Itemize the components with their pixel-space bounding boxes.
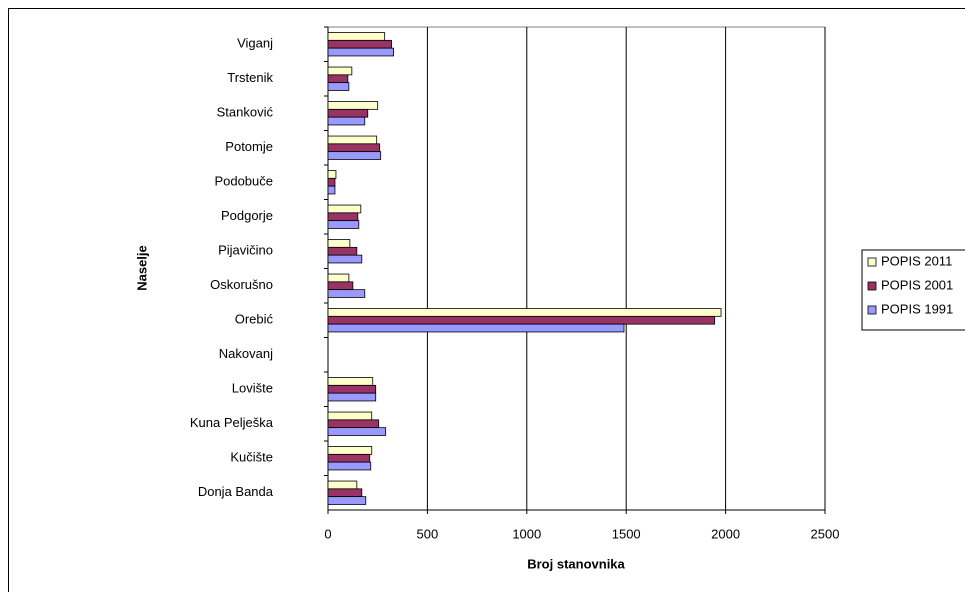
bar — [327, 480, 358, 490]
x-tick-label: 2000 — [711, 526, 740, 541]
y-tick-label: Trstenik — [227, 70, 273, 85]
plot-area — [327, 26, 826, 511]
y-tick-label: Kučište — [230, 450, 273, 465]
x-tick-label: 2500 — [811, 526, 840, 541]
bar — [327, 496, 367, 505]
x-tick-label: 1000 — [512, 526, 541, 541]
bar — [327, 411, 373, 421]
legend-label: POPIS 2011 — [881, 253, 952, 268]
bar — [327, 212, 359, 222]
bar — [327, 323, 625, 333]
bar — [327, 315, 716, 325]
legend-label: POPIS 1991 — [881, 301, 953, 316]
bar — [327, 384, 377, 394]
bar — [327, 177, 336, 187]
y-tick-label: Pijavičino — [218, 243, 273, 258]
legend-label: POPIS 2001 — [881, 277, 953, 292]
legend-swatch — [867, 257, 877, 267]
x-tick-label: 500 — [417, 526, 439, 541]
y-tick-label: Lovište — [232, 381, 273, 396]
x-tick-label: 0 — [324, 526, 331, 541]
legend-swatch — [867, 305, 877, 315]
y-tick-label: Viganj — [237, 36, 273, 51]
bar — [327, 32, 386, 41]
x-tick-label: 1500 — [612, 526, 641, 541]
bar — [327, 281, 354, 291]
bar — [327, 108, 369, 118]
y-tick-label: Podgorje — [221, 208, 273, 223]
y-tick-label: Oskorušno — [210, 277, 273, 292]
y-tick-label: Podobuče — [214, 174, 273, 189]
y-tick-label: Nakovanj — [219, 346, 273, 361]
bar — [327, 74, 349, 84]
bar — [327, 254, 363, 264]
bar — [327, 116, 366, 126]
bar — [327, 488, 363, 498]
bar — [327, 392, 377, 402]
bar — [327, 204, 362, 214]
y-tick-label: Stanković — [217, 105, 274, 120]
y-tick-label: Donja Banda — [198, 484, 274, 499]
y-tick-label: Orebić — [235, 312, 274, 327]
bar — [327, 289, 366, 298]
bar — [327, 135, 378, 145]
bar — [327, 47, 395, 57]
bar — [327, 427, 387, 436]
y-tick-label: Potomje — [225, 139, 273, 154]
legend-box — [861, 249, 965, 331]
bar — [327, 461, 372, 471]
bar — [327, 377, 374, 386]
bar — [327, 220, 360, 229]
bar — [327, 453, 371, 463]
bar — [327, 273, 350, 283]
bar — [327, 185, 336, 195]
bar — [327, 419, 380, 429]
bar — [327, 143, 381, 153]
legend-swatch — [867, 281, 877, 291]
y-tick-label: Kuna Pelješka — [190, 415, 274, 430]
x-axis-title: Broj stanovnika — [527, 556, 625, 571]
bar — [327, 239, 351, 248]
bar — [327, 151, 382, 160]
y-axis-title: Naselje — [134, 245, 149, 291]
bar — [327, 246, 358, 256]
bar — [327, 101, 379, 110]
bar — [327, 170, 337, 179]
bar — [327, 308, 722, 317]
bar — [327, 82, 350, 91]
bar — [327, 66, 353, 76]
bar — [327, 39, 393, 49]
bar — [327, 446, 373, 455]
